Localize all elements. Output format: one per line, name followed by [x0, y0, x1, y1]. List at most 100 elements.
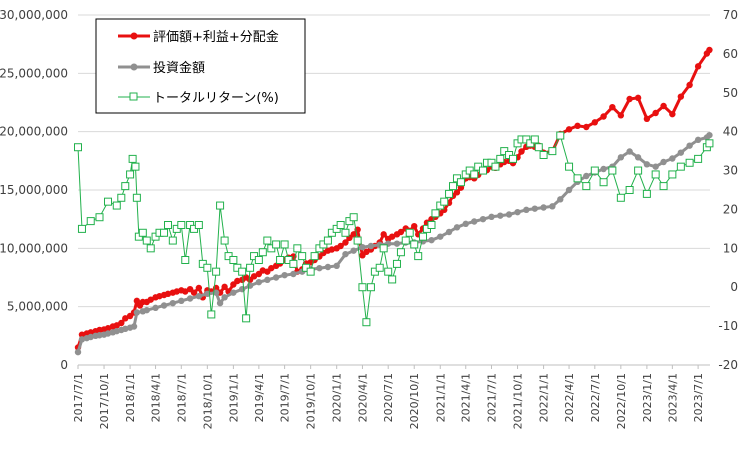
data-point: [497, 212, 504, 219]
data-point: [143, 306, 150, 314]
data-point: [445, 228, 453, 236]
data-point: [590, 166, 599, 175]
x-tick-label: 2022/1/1: [538, 373, 551, 422]
data-point: [479, 166, 488, 175]
data-point: [359, 243, 366, 251]
data-point: [583, 172, 590, 180]
data-point: [705, 139, 714, 148]
data-point: [427, 221, 436, 229]
data-point: [78, 336, 86, 343]
data-point: [298, 252, 307, 261]
data-point: [445, 189, 454, 198]
y-right-tick-label: 30: [723, 164, 738, 178]
x-tick-label: 2019/4/1: [253, 373, 266, 422]
data-point: [397, 228, 405, 236]
data-point: [479, 215, 487, 223]
data-point: [186, 295, 194, 302]
data-point: [582, 182, 591, 191]
data-point: [565, 186, 573, 194]
data-point: [367, 242, 375, 250]
data-point: [557, 196, 564, 203]
y-left-tick-label: 10,000,000: [0, 241, 68, 255]
legend: 評価額+利益+分配金 投資金額 トータルリターン(%): [95, 18, 306, 114]
data-point: [437, 233, 444, 240]
data-point: [353, 236, 362, 245]
data-point: [626, 148, 633, 155]
data-point: [686, 81, 693, 89]
data-point: [626, 95, 633, 103]
data-point: [388, 233, 396, 240]
data-point: [350, 247, 357, 254]
data-point: [668, 170, 677, 179]
data-point: [74, 143, 82, 152]
data-point: [95, 213, 104, 222]
y-right-tick-label: 20: [723, 202, 738, 216]
data-point: [706, 46, 713, 54]
x-tick-label: 2021/7/1: [486, 373, 499, 422]
x-tick-label: 2022/4/1: [563, 373, 576, 422]
data-point: [306, 267, 315, 276]
data-point: [194, 221, 203, 229]
data-point: [379, 244, 388, 253]
data-point: [358, 283, 367, 292]
data-point: [440, 197, 449, 206]
data-point: [182, 288, 189, 295]
data-point: [396, 248, 405, 257]
data-point: [617, 112, 625, 119]
x-tick-label: 2023/1/1: [641, 373, 654, 422]
data-point: [130, 323, 138, 330]
legend-label-return: トータルリターン(%): [153, 91, 279, 106]
data-point: [281, 271, 288, 279]
data-point: [694, 63, 702, 70]
x-tick-label: 2017/10/1: [98, 373, 111, 429]
data-point: [694, 136, 702, 144]
data-point: [126, 170, 135, 179]
axes: 0 5,000,000 10,000,000 15,000,000 20,000,000…: [0, 8, 738, 429]
data-point: [117, 193, 126, 202]
data-point: [676, 162, 685, 171]
data-point: [384, 267, 393, 276]
data-point: [556, 131, 565, 140]
y-left-tick-label: 20,000,000: [0, 125, 68, 139]
data-point: [234, 277, 241, 285]
x-tick-label: 2020/7/1: [382, 373, 395, 422]
data-point: [168, 236, 177, 245]
data-point: [652, 163, 659, 170]
data-point: [212, 267, 221, 276]
data-point: [410, 240, 419, 249]
data-point: [548, 147, 557, 156]
data-point: [380, 231, 387, 238]
x-tick-label: 2018/10/1: [201, 373, 214, 429]
y-right-tick-label: 70: [723, 8, 738, 22]
data-point: [574, 122, 581, 130]
data-point: [600, 113, 607, 120]
legend-entry-return: トータルリターン(%): [118, 91, 279, 106]
data-point: [242, 314, 251, 323]
data-point: [523, 206, 530, 214]
data-point: [246, 263, 255, 272]
data-point: [530, 135, 539, 144]
data-point: [411, 222, 418, 230]
y-right-tick-label: 0: [730, 280, 738, 294]
x-tick-label: 2020/1/1: [331, 373, 344, 422]
data-point: [316, 264, 323, 272]
y-right-tick-label: 60: [723, 47, 738, 61]
legend-entry-value: 評価額+利益+分配金: [118, 29, 279, 45]
data-point: [268, 264, 275, 272]
data-point: [362, 318, 371, 327]
data-point: [104, 325, 112, 332]
data-point: [310, 252, 319, 261]
y-left-tick-label: 30,000,000: [0, 8, 68, 22]
data-point: [216, 299, 224, 307]
data-point: [534, 143, 543, 152]
data-point: [625, 186, 634, 194]
data-point: [138, 228, 147, 237]
data-point: [323, 236, 332, 245]
x-tick-label: 2022/10/1: [615, 373, 628, 429]
data-point: [212, 289, 220, 296]
x-tick-label: 2021/10/1: [512, 373, 525, 429]
data-point: [122, 315, 129, 322]
x-tick-label: 2018/1/1: [124, 373, 137, 422]
data-point: [643, 115, 651, 123]
